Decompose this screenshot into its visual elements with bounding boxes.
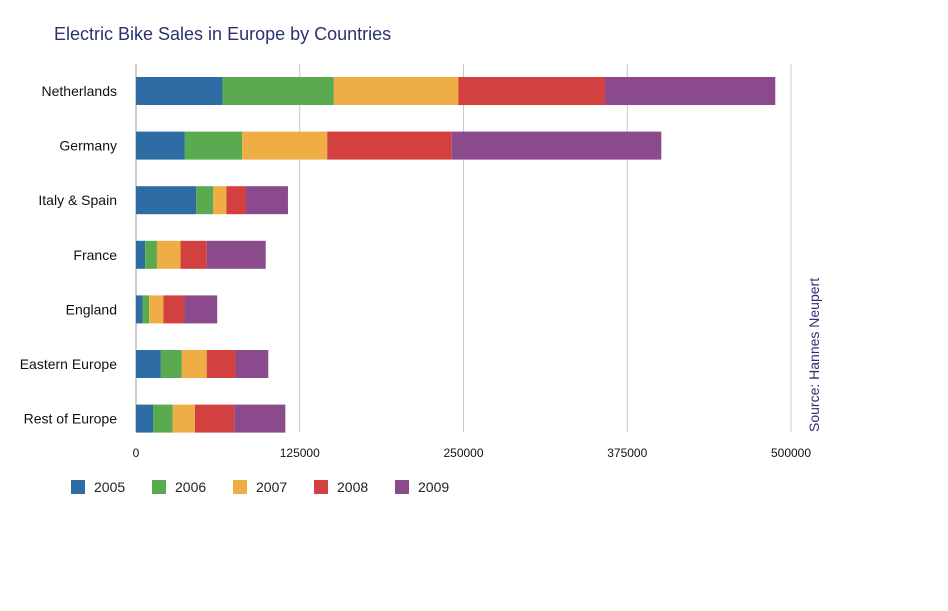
- bar-segment: [604, 77, 776, 105]
- category-label: Italy & Spain: [38, 192, 117, 208]
- bar-segment: [156, 240, 181, 269]
- bar-segment: [136, 350, 161, 378]
- x-tick-label: 375000: [607, 446, 647, 460]
- bar-segment: [226, 186, 247, 215]
- chart-title: Electric Bike Sales in Europe by Countri…: [54, 24, 392, 44]
- bar-segment: [234, 404, 286, 433]
- legend-label: 2009: [418, 479, 449, 495]
- legend: 2005 2006 2007 2008 2009: [71, 479, 449, 495]
- category-label: France: [73, 247, 117, 263]
- bar-segment: [246, 186, 288, 215]
- bar-segment: [196, 186, 214, 215]
- category-labels: Netherlands Germany Italy & Spain France Eng…: [20, 83, 118, 427]
- bar-segment: [206, 240, 266, 269]
- bar-segment: [172, 404, 195, 433]
- bar-segment: [184, 295, 218, 324]
- category-label: Netherlands: [42, 83, 118, 99]
- category-label: Rest of Europe: [24, 411, 118, 427]
- bar-series: [136, 77, 776, 433]
- bar-segment: [136, 295, 143, 324]
- source-label: Source: Hannes Neupert: [806, 278, 822, 432]
- bar-segment: [222, 77, 334, 105]
- bar-segment: [181, 350, 207, 378]
- bar-segment: [136, 186, 197, 215]
- bar-segment: [136, 77, 223, 105]
- bar-segment: [136, 131, 185, 160]
- legend-swatch: [395, 480, 409, 494]
- bar-segment: [163, 295, 185, 324]
- legend-swatch: [71, 480, 85, 494]
- bar-segment: [145, 240, 157, 269]
- legend-label: 2008: [337, 479, 368, 495]
- category-label: Eastern Europe: [20, 356, 117, 372]
- bar-segment: [184, 131, 243, 160]
- legend-label: 2005: [94, 479, 125, 495]
- bar-segment: [206, 350, 236, 378]
- bar-segment: [194, 404, 235, 433]
- x-tick-label: 125000: [280, 446, 320, 460]
- bar-segment: [242, 131, 328, 160]
- category-label: England: [66, 301, 117, 317]
- legend-swatch: [152, 480, 166, 494]
- bar-segment: [136, 240, 146, 269]
- bar-segment: [136, 404, 154, 433]
- legend-label: 2007: [256, 479, 287, 495]
- bar-segment: [160, 350, 182, 378]
- legend-label: 2006: [175, 479, 206, 495]
- bar-segment: [142, 295, 150, 324]
- legend-swatch: [314, 480, 328, 494]
- bar-segment: [235, 350, 269, 378]
- legend-swatch: [233, 480, 247, 494]
- bar-segment: [153, 404, 173, 433]
- bar-segment: [451, 131, 662, 160]
- x-tick-label: 250000: [443, 446, 483, 460]
- bar-segment: [213, 186, 227, 215]
- x-axis-ticks: 0 125000 250000 375000 500000: [133, 446, 812, 460]
- bar-segment: [149, 295, 164, 324]
- category-label: Germany: [59, 138, 117, 154]
- x-tick-label: 0: [133, 446, 140, 460]
- bar-segment: [333, 77, 459, 105]
- x-tick-label: 500000: [771, 446, 811, 460]
- bar-segment: [327, 131, 452, 160]
- bar-segment: [458, 77, 605, 105]
- bar-segment: [180, 240, 207, 269]
